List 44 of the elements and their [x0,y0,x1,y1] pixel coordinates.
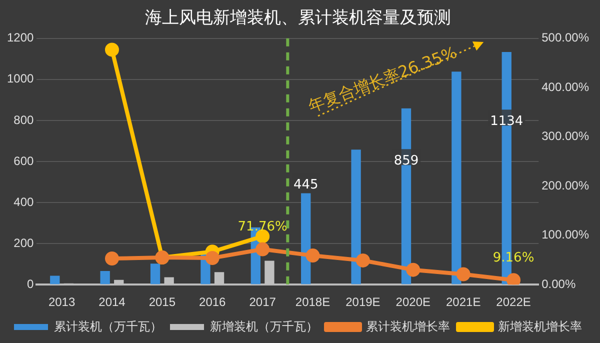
data-label: 445 [293,178,318,193]
x-tick-label: 2019E [346,295,380,310]
y2-tick-label: 200.00% [542,178,590,192]
bar [351,150,361,284]
x-tick-label: 2015 [148,295,176,310]
bar [100,271,110,284]
y-tick-label: 1200 [6,30,34,45]
y2-tick-label: 100.00% [542,228,590,242]
data-label: 859 [394,153,419,168]
y-tick-label: 0 [27,276,34,291]
point [306,248,320,263]
y2-tick-label: 500.00% [542,30,590,45]
bar [301,193,311,284]
point [256,242,270,256]
point [456,267,470,282]
x-tick-label: 2014 [98,295,126,310]
y-tick-label: 200 [14,236,34,250]
bar [150,264,160,284]
legend-label: 新增装机增长率 [498,319,582,334]
x-tick-label: 2013 [48,295,76,310]
x-tick-label: 2020E [396,295,430,310]
y2-tick-label: 0.00% [542,276,576,291]
y-tick-label: 600 [14,154,34,168]
point [356,253,370,268]
legend-label: 新增装机（万千瓦） [210,319,318,334]
x-tick-label: 2022E [496,295,531,310]
y-tick-label: 1000 [6,72,34,86]
y2-tick-label: 300.00% [542,129,590,144]
legend-label: 累计装机（万千瓦） [54,319,162,334]
point [205,251,220,266]
y-tick-label: 800 [14,112,34,127]
point [104,42,119,57]
point [104,252,119,266]
x-tick-label: 2018E [295,295,330,310]
chart-title: 海上风电新增装机、累计装机容量及预测 [145,8,451,27]
y2-tick-label: 400.00% [542,80,590,94]
y-tick-label: 400 [14,194,34,209]
point [406,262,420,277]
data-label: 1134 [490,114,524,129]
bar [50,276,60,284]
x-tick-label: 2017 [249,295,276,310]
legend-label: 累计装机增长率 [366,319,450,334]
x-tick-label: 2016 [199,295,226,310]
x-tick-label: 2021E [446,295,481,310]
